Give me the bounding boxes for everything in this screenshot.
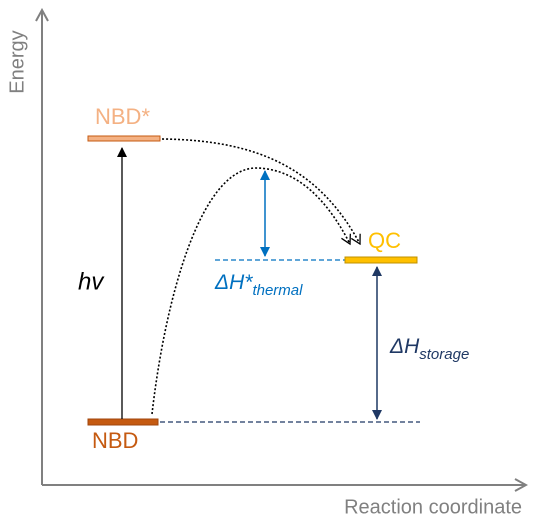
x-axis-label: Reaction coordinate	[344, 496, 522, 518]
level-bar	[344, 256, 418, 264]
y-axis-label: Energy	[6, 30, 28, 93]
annotation-main: ΔH	[389, 335, 420, 358]
annotation-sub: storage	[419, 346, 469, 363]
pathway-curve	[161, 138, 361, 246]
level-label: NBD*	[95, 104, 150, 129]
annotation: ΔH*thermal	[214, 271, 303, 299]
annotation: ΔHstorage	[389, 335, 469, 363]
level-bar	[87, 135, 161, 142]
annotation-sub: thermal	[252, 282, 303, 299]
pathway-curve	[151, 167, 351, 415]
annotation-main: ΔH*	[214, 271, 253, 294]
level-label: NBD	[92, 428, 138, 453]
level-bar	[87, 418, 159, 426]
annotation: hv	[78, 268, 105, 295]
level-label: QC	[368, 228, 401, 253]
